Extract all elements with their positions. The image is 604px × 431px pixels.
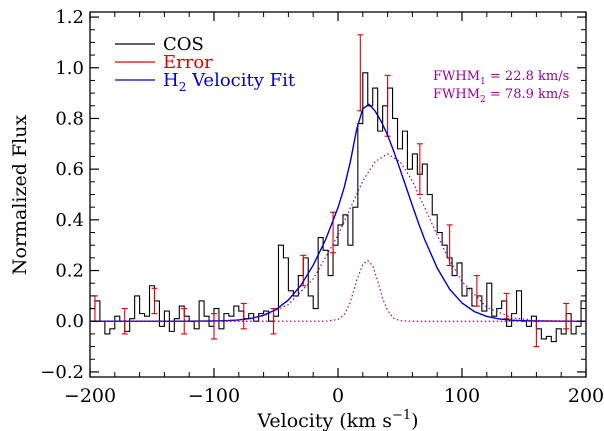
y-tick-label: 0.0	[55, 311, 84, 332]
legend: COS Error H2 Velocity Fit	[115, 34, 296, 94]
fwhm1-sub: 1	[480, 77, 486, 87]
y-tick-label: 0.6	[55, 159, 84, 180]
y-tick-label: 1.2	[55, 7, 84, 28]
x-tick-label: 0	[332, 385, 344, 407]
x-axis-label: Velocity (km s−1)	[256, 408, 418, 431]
fwhm2-rest: = 78.9 km/s	[486, 87, 570, 102]
legend-label-fit-rest: Velocity Fit	[186, 70, 296, 91]
y-tick-label: −0.2	[40, 362, 84, 383]
plot-frame	[89, 11, 587, 378]
x-tick-label: 100	[444, 385, 480, 407]
series-component-1	[90, 259, 586, 322]
fwhm1-rest: = 22.8 km/s	[486, 69, 570, 84]
fwhm2-sub: 2	[480, 95, 486, 105]
series-component-2	[89, 153, 587, 322]
legend-label-fit-main: H	[163, 70, 179, 91]
y-tick-label: 1.0	[55, 58, 84, 79]
x-axis-label-main: Velocity (km s	[256, 410, 392, 431]
y-tick-label: 0.2	[55, 261, 84, 282]
x-axis-label-close: )	[411, 410, 418, 431]
fwhm1-annotation: FWHM1 = 22.8 km/s	[433, 69, 569, 87]
series-cos	[90, 72, 587, 343]
y-tick-label: 0.4	[55, 210, 84, 231]
x-tick-label: −200	[64, 385, 116, 407]
x-tick-label: 200	[568, 385, 604, 407]
fwhm2-annotation: FWHM2 = 78.9 km/s	[433, 87, 569, 105]
axis-layer: −200 −100 0 100 200 −0.2 0.0 0.2 0.4 0.6 0.8 1.0 1.2	[40, 7, 604, 407]
fwhm1-main: FWHM	[433, 69, 480, 84]
y-tick-label: 0.8	[55, 108, 84, 129]
x-tick-label: −100	[188, 385, 240, 407]
series-h2-velocity-fit	[90, 103, 586, 322]
legend-label-error: Error	[163, 52, 213, 73]
legend-label-fit: H2 Velocity Fit	[163, 70, 296, 94]
x-axis-label-exponent: −1	[392, 408, 411, 423]
fwhm-annotations: FWHM1 = 22.8 km/s FWHM2 = 78.9 km/s	[433, 69, 569, 105]
y-axis-label: Normalized Flux	[9, 115, 31, 276]
legend-label-cos: COS	[163, 34, 204, 55]
legend-label-fit-sub: 2	[179, 80, 187, 94]
fwhm2-main: FWHM	[433, 87, 480, 102]
plot-layer	[89, 34, 587, 348]
